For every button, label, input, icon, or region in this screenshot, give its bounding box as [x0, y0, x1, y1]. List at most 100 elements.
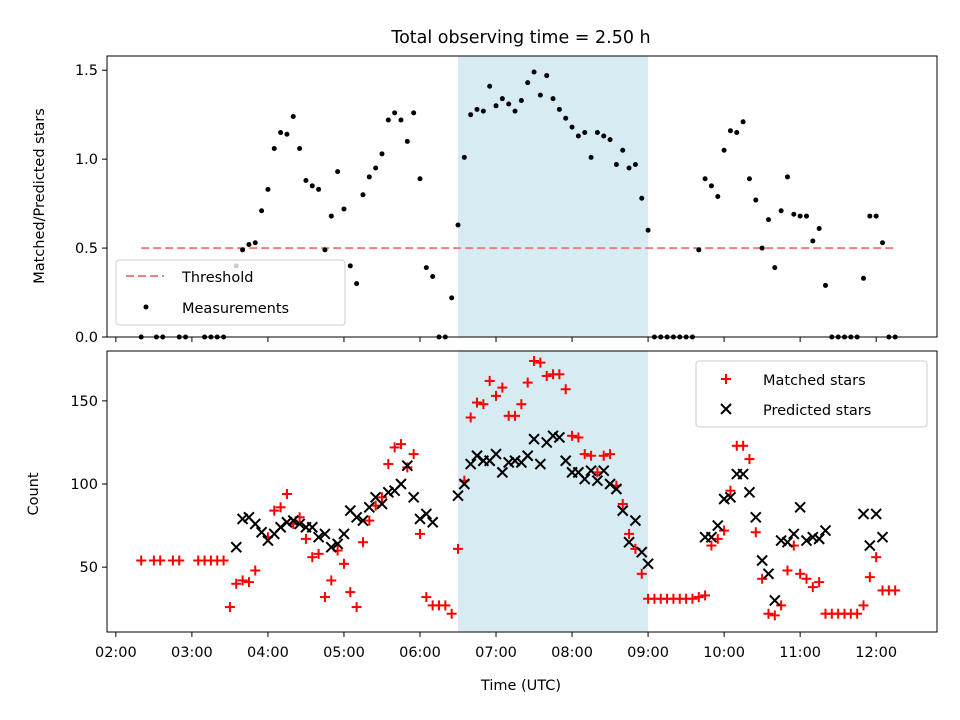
measurement-point [810, 238, 816, 244]
predicted-star-point [642, 558, 654, 570]
predicted-star-point [617, 504, 629, 517]
bottom-y-axis: 50 100 150 [70, 394, 107, 576]
y-tick-label: 1.5 [75, 63, 98, 79]
measurement-point [544, 73, 550, 79]
predicted-star-point [331, 538, 344, 550]
x-tick-label: 07:00 [475, 645, 517, 661]
measurement-point [461, 154, 467, 160]
matched-star-point [750, 527, 761, 538]
bottom-y-label: Count [26, 472, 42, 515]
predicted-star-point [762, 568, 775, 580]
predicted-star-point-b [458, 478, 471, 490]
predicted-star-point [636, 546, 648, 558]
measurement-point [861, 275, 867, 281]
predicted-star-point [490, 448, 502, 460]
predicted-star-point-b [452, 489, 464, 502]
measurement-point [708, 183, 714, 189]
measurement-point [753, 197, 759, 203]
top-legend: Threshold Measurements [115, 259, 346, 326]
predicted-star-point-b [762, 568, 775, 580]
measurement-point [487, 83, 493, 89]
predicted-star-point [737, 468, 749, 480]
predicted-star-point [319, 528, 331, 540]
matched-star-point [573, 432, 584, 443]
measurement-point [531, 69, 537, 75]
predicted-star-point-b [724, 491, 737, 504]
matched-star-point [231, 578, 242, 589]
predicted-star-point [496, 466, 509, 479]
matched-star-point [383, 459, 394, 470]
predicted-star-point [591, 474, 604, 487]
matched-star-point [852, 608, 863, 619]
matched-star-point [269, 505, 280, 516]
x-tick-label: 09:00 [627, 645, 669, 661]
matched-star-point [300, 533, 311, 544]
predicted-star-point-b [560, 455, 572, 467]
matched-star-point [237, 575, 248, 586]
predicted-star-point-b [743, 486, 756, 499]
bottom-legend: Matched stars Predicted stars [695, 360, 928, 428]
bottom-axes-frame [106, 350, 938, 633]
predicted-star-point-b [705, 531, 718, 543]
measurement-point [506, 101, 512, 107]
matched-star-point [579, 449, 590, 460]
measurement-point [271, 145, 277, 151]
measurement-point [347, 263, 353, 269]
predicted-star-point [579, 473, 591, 485]
matched-star-point [376, 492, 387, 503]
predicted-legend-marker-b [720, 403, 732, 415]
predicted-star-point-b [737, 468, 749, 480]
predicted-star-point [813, 533, 825, 545]
measurement-point [765, 217, 771, 223]
matched-star-point [440, 600, 451, 611]
predicted-star-point [857, 508, 870, 520]
y-tick-label: 1.0 [75, 152, 98, 168]
predicted-star-point [819, 524, 832, 537]
predicted-star-point [350, 511, 363, 523]
predicted-star-point [750, 511, 762, 523]
predicted-star-point-b [528, 433, 540, 445]
x-tick-label: 03:00 [171, 645, 213, 661]
matched-legend-marker [721, 374, 731, 384]
matched-star-point [389, 442, 400, 453]
measurement-point [721, 147, 727, 153]
predicted-star-point [534, 458, 547, 470]
predicted-star-point-b [509, 455, 521, 467]
y-tick-label: 100 [70, 477, 98, 493]
matched-star-point [605, 449, 616, 460]
predicted-star-point-b [369, 491, 382, 504]
measurement-point [449, 295, 455, 301]
predicted-star-point-b [230, 541, 242, 553]
predicted-star-point-b [521, 450, 534, 462]
matched-star-point [871, 552, 882, 563]
matched-star-point [624, 528, 635, 539]
predicted-star-point [312, 531, 325, 543]
predicted-star-point-b [636, 546, 648, 558]
predicted-star-point [426, 516, 439, 528]
measurement-point [791, 211, 797, 217]
measurement-point [474, 106, 480, 112]
x-tick-label: 08:00 [551, 645, 593, 661]
matched-star-point [510, 410, 521, 421]
predicted-star-point-b [870, 508, 882, 520]
predicted-star-point-b [585, 465, 597, 477]
predicted-star-point-b [750, 511, 762, 523]
measurement-point [727, 128, 733, 134]
measurement-point [784, 174, 790, 180]
x-tick-label: 04:00 [247, 645, 289, 661]
predicted-star-point-b [813, 533, 825, 545]
matched-star-point [700, 590, 711, 601]
matched-star-point [516, 399, 527, 410]
predicted-star-point-b [464, 458, 477, 470]
predicted-star-point-b [331, 538, 344, 550]
matched-star-point [319, 592, 330, 603]
measurement-point [411, 110, 417, 116]
measurement-point [696, 247, 702, 253]
matched-star-point [357, 537, 368, 548]
predicted-star-point [407, 491, 420, 504]
measurement-point [582, 129, 588, 135]
predicted-star-point-b [800, 534, 813, 547]
predicted-star-point [306, 521, 318, 533]
